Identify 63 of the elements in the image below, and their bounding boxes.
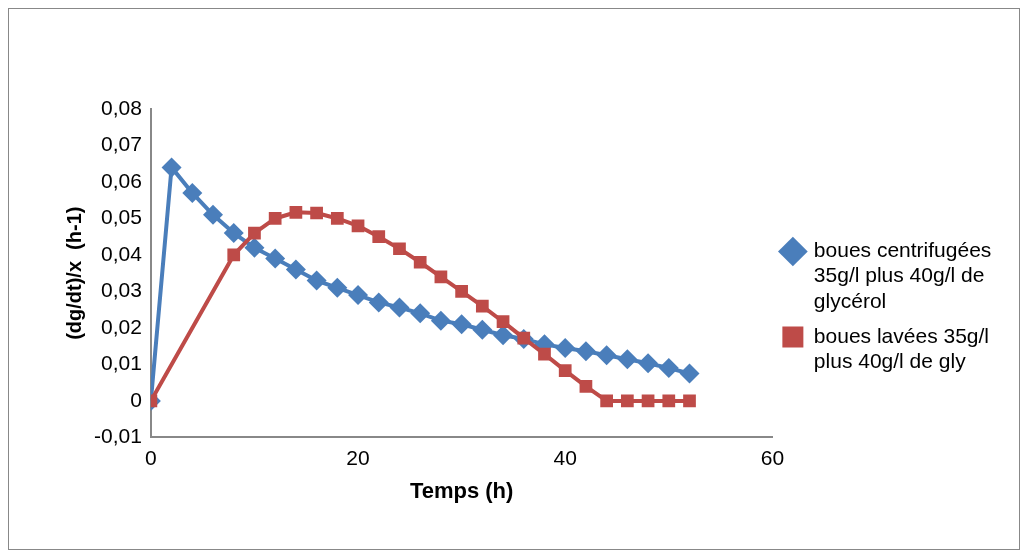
y-tick-label: 0,06 bbox=[100, 168, 142, 192]
point bbox=[496, 315, 510, 329]
point bbox=[555, 338, 576, 358]
x-tick-label: 20 bbox=[346, 445, 370, 469]
point bbox=[434, 270, 448, 284]
point bbox=[306, 270, 327, 291]
point bbox=[348, 285, 369, 306]
point bbox=[182, 182, 203, 203]
point bbox=[223, 223, 244, 244]
y-tick-label: 0,05 bbox=[100, 205, 142, 229]
y-tick-label: 0,08 bbox=[100, 95, 142, 119]
point bbox=[558, 364, 572, 377]
point bbox=[620, 394, 634, 408]
y-tick-label: 0 bbox=[130, 387, 142, 411]
point bbox=[227, 248, 241, 262]
point bbox=[289, 205, 303, 219]
point bbox=[472, 319, 493, 340]
x-axis-title: Temps (h) bbox=[409, 477, 514, 503]
point bbox=[203, 204, 224, 225]
point bbox=[451, 314, 472, 335]
point bbox=[538, 347, 551, 361]
legend-label: boues lavées 35g/l plus 40g/l de gly bbox=[813, 323, 990, 373]
x-tick-label: 0 bbox=[145, 445, 157, 469]
point bbox=[389, 297, 410, 318]
point bbox=[410, 303, 431, 324]
y-tick-label: 0,01 bbox=[100, 351, 142, 375]
y-tick-label: 0,02 bbox=[100, 314, 142, 338]
point bbox=[268, 212, 282, 225]
y-tick-label: -0,01 bbox=[93, 424, 142, 448]
point bbox=[600, 394, 613, 408]
x-tick-label: 40 bbox=[553, 445, 577, 469]
point bbox=[455, 285, 468, 298]
point bbox=[575, 341, 596, 362]
y-tick-label: 0,04 bbox=[100, 241, 143, 265]
point bbox=[244, 237, 265, 258]
point bbox=[596, 345, 617, 366]
point bbox=[475, 299, 489, 313]
legend-label: boues centrifugées 35g/l plus 40g/l de glycérol bbox=[813, 238, 992, 312]
point bbox=[617, 349, 638, 370]
point bbox=[310, 206, 323, 220]
point bbox=[658, 358, 679, 379]
y-axis-title: (dg/dt)/x (h-1) bbox=[62, 206, 85, 340]
point bbox=[393, 242, 406, 256]
x-tick-label: 60 bbox=[760, 445, 785, 469]
point bbox=[248, 226, 261, 240]
point bbox=[351, 219, 365, 233]
point bbox=[662, 394, 676, 408]
point bbox=[430, 310, 451, 331]
point bbox=[579, 379, 593, 393]
point bbox=[638, 353, 659, 374]
point bbox=[679, 363, 700, 384]
y-tick-label: 0,07 bbox=[100, 132, 142, 156]
point bbox=[683, 394, 696, 408]
point bbox=[265, 248, 286, 269]
point bbox=[413, 255, 427, 269]
point bbox=[493, 325, 514, 346]
y-tick-label: 0,03 bbox=[100, 278, 142, 302]
point bbox=[330, 212, 344, 225]
point bbox=[285, 259, 306, 280]
point bbox=[327, 277, 348, 298]
point bbox=[368, 292, 389, 313]
point bbox=[161, 157, 182, 178]
point bbox=[372, 230, 386, 244]
